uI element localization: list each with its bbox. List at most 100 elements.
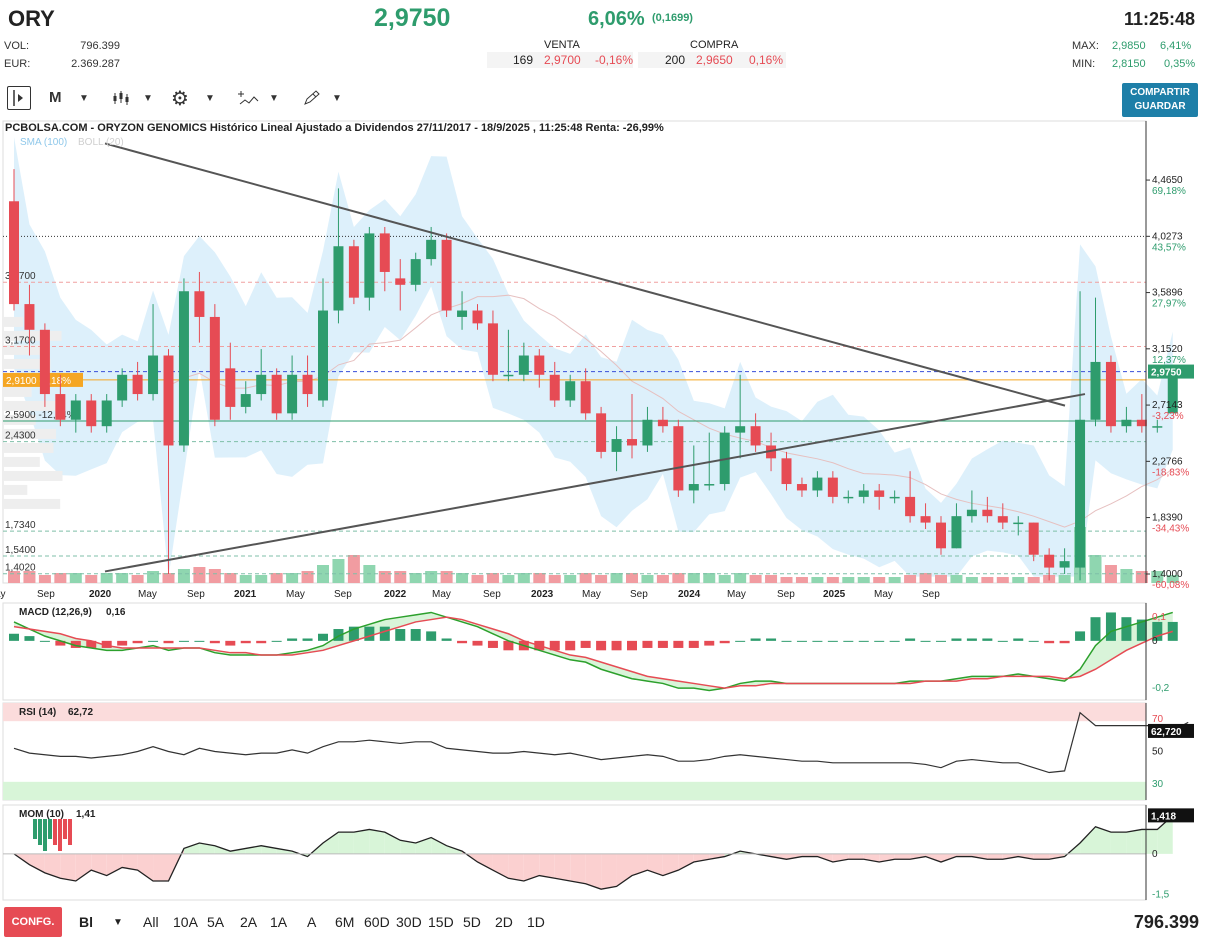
- book-sell-label: VENTA: [544, 39, 580, 51]
- candle: [889, 496, 900, 499]
- macd-histogram-bar: [796, 640, 807, 642]
- candle: [704, 484, 715, 486]
- chevron-down-icon[interactable]: ▼: [332, 93, 342, 104]
- period-button-a[interactable]: A: [307, 914, 317, 930]
- max-value: 2,9850: [1112, 40, 1146, 52]
- volume-bar: [656, 575, 669, 583]
- macd-histogram-bar: [874, 640, 885, 642]
- period-button-1a[interactable]: 1A: [270, 914, 288, 930]
- candle: [1028, 522, 1039, 555]
- sma-line: [168, 294, 1174, 528]
- volume-bar: [687, 573, 700, 583]
- config-button[interactable]: CONFG.: [4, 907, 62, 937]
- period-button-5d[interactable]: 5D: [463, 914, 481, 930]
- mom-area: [848, 853, 864, 860]
- x-axis-label: May: [874, 589, 893, 600]
- mom-area: [230, 848, 246, 854]
- indicators-icon[interactable]: [237, 89, 259, 110]
- macd-histogram-bar: [1075, 631, 1086, 641]
- mom-area: [832, 853, 849, 862]
- gear-icon[interactable]: ⚙: [171, 88, 189, 110]
- candle: [1136, 419, 1147, 427]
- mom-area: [477, 853, 493, 871]
- macd-histogram-bar: [178, 640, 189, 642]
- mom-area: [1126, 829, 1142, 854]
- candle: [441, 239, 452, 311]
- chevron-down-icon[interactable]: ▼: [269, 93, 279, 104]
- volume-bar: [394, 571, 407, 583]
- min-pct: 0,35%: [1164, 58, 1196, 70]
- x-axis-label: May: [286, 589, 305, 600]
- sidebar-toggle-icon[interactable]: [7, 86, 31, 110]
- mom-area: [987, 853, 1003, 860]
- volume-bar: [610, 573, 623, 583]
- candle: [348, 246, 359, 298]
- macd-histogram-bar: [812, 640, 823, 642]
- chevron-down-icon[interactable]: ▼: [143, 93, 153, 104]
- macd-histogram-bar: [86, 640, 97, 648]
- chart-area[interactable]: 3,6700 3,1700 2,5900 -12,94% 2,4300 1,7340 1,…: [0, 118, 1213, 903]
- volume-bar: [1089, 555, 1102, 583]
- macd-histogram-bar: [580, 640, 591, 648]
- macd-histogram-bar: [843, 640, 854, 642]
- period-button-5a[interactable]: 5A: [207, 914, 225, 930]
- draw-pencil-icon[interactable]: [302, 89, 322, 110]
- macd-histogram-bar: [457, 640, 468, 644]
- candle: [565, 381, 576, 401]
- chevron-down-icon[interactable]: ▼: [205, 93, 215, 104]
- period-button-2d[interactable]: 2D: [495, 914, 513, 930]
- period-button-60d[interactable]: 60D: [364, 914, 390, 930]
- mom-last-label: 1,418: [1151, 811, 1176, 822]
- macd-histogram-bar: [750, 638, 761, 641]
- price-tick-pct: -3,23%: [1152, 411, 1184, 422]
- period-button-30d[interactable]: 30D: [396, 914, 422, 930]
- period-button-15d[interactable]: 15D: [428, 914, 454, 930]
- period-button-all[interactable]: All: [143, 914, 159, 930]
- candles-icon[interactable]: [112, 89, 132, 110]
- mom-area: [338, 832, 354, 854]
- volume-bar: [564, 575, 577, 583]
- mom-area: [1018, 853, 1034, 860]
- period-button-10a[interactable]: 10A: [173, 914, 198, 930]
- mom-area: [554, 853, 571, 881]
- period-button-6m[interactable]: 6M: [335, 914, 355, 930]
- mom-area: [384, 832, 401, 854]
- volume-bar: [332, 559, 345, 583]
- candle: [194, 291, 205, 317]
- mom-mini-bar: [58, 819, 62, 851]
- candle: [781, 458, 792, 485]
- macd-histogram-bar: [596, 640, 607, 651]
- mom-area: [1049, 853, 1065, 860]
- candle: [1059, 561, 1070, 568]
- macd-histogram-bar: [302, 638, 313, 641]
- volume-bar: [1120, 569, 1133, 583]
- mode-select[interactable]: Bl: [79, 914, 93, 930]
- candle: [395, 278, 406, 285]
- period-select[interactable]: M: [49, 89, 62, 106]
- mom-tick-label: -1,5: [1152, 890, 1170, 901]
- macd-histogram-bar: [951, 638, 962, 641]
- x-axis-label: 2022: [384, 589, 407, 600]
- chevron-down-icon[interactable]: ▼: [79, 93, 89, 104]
- mom-area: [1110, 832, 1127, 854]
- candle: [240, 394, 251, 407]
- volume-bar: [85, 575, 98, 583]
- bollinger-band: [14, 137, 1173, 577]
- price-tick-label: 2,2766: [1152, 456, 1183, 467]
- period-button-1d[interactable]: 1D: [527, 914, 545, 930]
- volume-bar: [347, 555, 360, 583]
- share-save-button[interactable]: COMPARTIR GUARDAR: [1122, 83, 1198, 117]
- macd-histogram-bar: [287, 638, 298, 641]
- macd-histogram-bar: [889, 640, 900, 642]
- volume-bar: [965, 577, 978, 583]
- macd-histogram-bar: [1121, 617, 1132, 641]
- mom-area: [29, 853, 45, 873]
- period-button-2a[interactable]: 2A: [240, 914, 258, 930]
- macd-histogram-bar: [395, 629, 406, 641]
- rsi-line: [13, 711, 1189, 774]
- chevron-down-icon[interactable]: ▼: [113, 917, 123, 928]
- macd-histogram-bar: [905, 638, 916, 641]
- volume-bar: [857, 577, 870, 583]
- volume-profile-bar: [3, 400, 63, 411]
- candle: [457, 310, 468, 317]
